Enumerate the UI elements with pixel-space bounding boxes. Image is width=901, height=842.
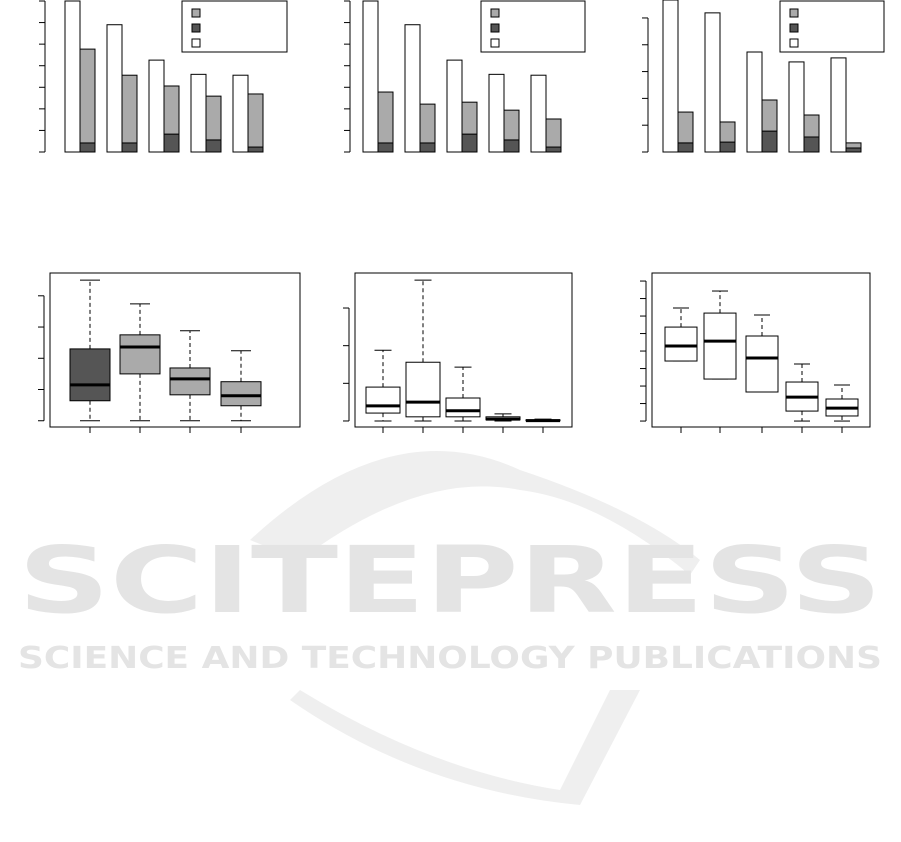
legend-swatch xyxy=(789,38,799,48)
bar xyxy=(677,111,694,144)
watermark-subtitle: SCIENCE AND TECHNOLOGY PUBLICATIONS xyxy=(18,641,882,676)
watermark-swoosh xyxy=(290,690,640,805)
bar xyxy=(64,0,81,153)
bar xyxy=(163,85,180,135)
box xyxy=(745,335,779,393)
legend-swatch xyxy=(191,38,201,48)
bar xyxy=(247,146,264,153)
bar xyxy=(677,142,694,153)
bar xyxy=(746,51,763,153)
bar xyxy=(788,61,805,153)
bar xyxy=(845,147,862,153)
bar xyxy=(845,142,862,149)
box xyxy=(169,367,211,396)
legend-swatch xyxy=(490,38,500,48)
plot-frame xyxy=(651,272,871,428)
chart xyxy=(642,0,885,153)
bar xyxy=(79,48,96,144)
box xyxy=(69,348,111,402)
bar xyxy=(205,139,222,153)
legend-swatch xyxy=(191,23,201,33)
bar xyxy=(461,101,478,135)
plot-frame xyxy=(49,272,301,428)
bar xyxy=(232,74,249,153)
box xyxy=(703,312,737,380)
bar xyxy=(545,146,562,153)
box xyxy=(365,386,401,414)
legend-swatch xyxy=(490,8,500,18)
chart xyxy=(38,272,301,433)
bar xyxy=(461,133,478,153)
bar xyxy=(803,136,820,153)
bar xyxy=(704,12,721,153)
watermark-swoosh xyxy=(250,451,700,575)
bar xyxy=(803,114,820,138)
legend-swatch xyxy=(191,8,201,18)
bar xyxy=(419,142,436,153)
bar xyxy=(190,73,207,153)
bar xyxy=(247,93,264,148)
bar xyxy=(761,99,778,132)
bar xyxy=(530,74,547,153)
box xyxy=(664,326,698,362)
bar xyxy=(719,121,736,143)
box xyxy=(119,334,161,375)
bar xyxy=(503,139,520,153)
bar xyxy=(761,130,778,153)
bar xyxy=(377,91,394,144)
bar xyxy=(377,142,394,153)
bar xyxy=(446,59,463,153)
bar xyxy=(121,142,138,153)
bar xyxy=(205,95,222,141)
chart xyxy=(39,0,288,153)
bar xyxy=(163,133,180,153)
bar xyxy=(719,141,736,153)
chart xyxy=(640,272,871,433)
watermark-title: SCITEPRESS xyxy=(18,527,882,634)
bar xyxy=(503,109,520,141)
bar xyxy=(121,74,138,144)
chart xyxy=(344,0,586,153)
legend-swatch xyxy=(789,23,799,33)
bar xyxy=(79,142,96,153)
bar xyxy=(419,103,436,144)
bar xyxy=(662,0,679,153)
bar xyxy=(106,24,123,153)
bar xyxy=(545,118,562,148)
chart xyxy=(343,272,573,433)
bar xyxy=(148,59,165,153)
legend-swatch xyxy=(789,8,799,18)
box xyxy=(445,397,481,418)
bar xyxy=(830,57,847,153)
watermark: SCITEPRESS SCIENCE AND TECHNOLOGY PUBLIC… xyxy=(18,451,882,805)
legend-swatch xyxy=(490,23,500,33)
box xyxy=(405,361,441,418)
bar xyxy=(362,0,379,153)
bar xyxy=(488,73,505,153)
box xyxy=(220,381,262,407)
bar xyxy=(404,24,421,153)
